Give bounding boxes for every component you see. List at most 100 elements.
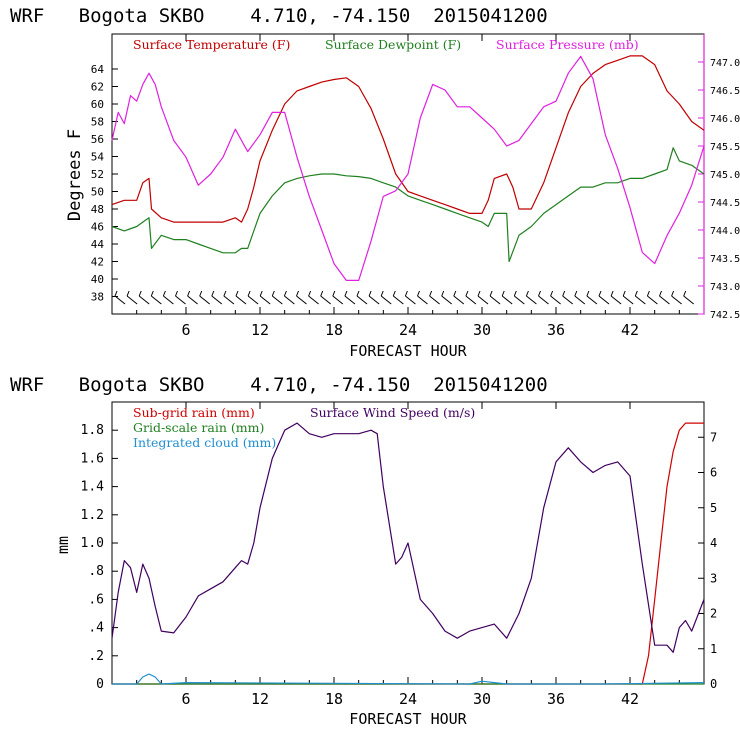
wind-barb-flag [138, 290, 142, 297]
top-x-tick-label: 42 [621, 321, 639, 339]
top-x-tick-label: 18 [325, 321, 343, 339]
wind-barb-flag [235, 290, 239, 297]
top-y-tick-label: 54 [91, 151, 105, 164]
bottom-y-tick-label: .8 [88, 564, 104, 579]
bottom-x-tick-label: 12 [251, 690, 269, 708]
wind-barb-flag [223, 290, 227, 297]
wind-barb-flag [550, 290, 554, 297]
top-y-tick-label: 48 [91, 203, 104, 216]
legend-wind-speed: Surface Wind Speed (m/s) [310, 405, 475, 420]
bottom-x-tick-label: 42 [621, 690, 639, 708]
top-series-surface-pressure [111, 55, 705, 281]
wind-barb-flag [562, 290, 566, 297]
wind-barb [259, 295, 271, 305]
wind-barb-flag [441, 290, 445, 297]
top-x-tick-label: 30 [473, 321, 491, 339]
wind-barb [598, 295, 610, 305]
wind-barb-flag [598, 290, 602, 297]
wind-barb [513, 295, 525, 305]
bottom-y-tick-label: 0 [96, 677, 104, 692]
wind-barb-flag [610, 290, 614, 297]
wind-barb-flag [634, 290, 638, 297]
wind-barb-flag [247, 290, 251, 297]
wind-barb [150, 295, 162, 305]
bottom-chart-title: WRF Bogota SKBO 4.710, -74.150 201504120… [10, 374, 548, 396]
wind-barb [296, 295, 307, 305]
bottom-y-tick-label: 1.2 [81, 508, 104, 523]
top-series-surface-temperature [111, 55, 705, 223]
wind-barb [526, 295, 537, 305]
wind-barb [562, 295, 574, 305]
wind-barb [453, 295, 465, 305]
wind-barb-flag [586, 290, 590, 297]
wind-barb-flag [538, 290, 541, 297]
bottom-y2-tick-label: 6 [710, 466, 717, 480]
wind-barb [356, 295, 368, 305]
bottom-y2-tick-label: 3 [710, 571, 717, 585]
top-chart-title: WRF Bogota SKBO 4.710, -74.150 201504120… [10, 5, 548, 27]
top-y2-tick-label: 742.5 [710, 310, 740, 321]
wind-barb [683, 295, 695, 305]
wind-barb [465, 295, 477, 305]
wind-barb-flag [659, 290, 662, 297]
bottom-y2-tick-label: 2 [710, 607, 717, 621]
wind-barb [235, 295, 247, 305]
top-y-tick-label: 50 [91, 186, 104, 199]
wind-barb [320, 295, 332, 305]
wind-barb-flag [453, 290, 457, 297]
wind-barb-flag [404, 290, 408, 297]
wind-barb-flag [477, 290, 481, 297]
wind-barb [114, 295, 126, 305]
bottom-series-integrated-cloud [112, 673, 705, 685]
top-x-tick-label: 24 [399, 321, 417, 339]
top-y2-tick-label: 746.5 [710, 86, 740, 97]
bottom-x-tick-label: 6 [181, 690, 190, 708]
wind-barb [247, 295, 259, 305]
wind-barb [199, 295, 211, 305]
bottom-y2-tick-label: 0 [710, 677, 717, 691]
top-y-tick-label: 42 [91, 256, 104, 269]
top-series-surface-dewpoint [111, 147, 705, 263]
wind-barb-flag [380, 290, 384, 297]
wind-barb-flag [344, 290, 348, 297]
top-ylabel: Degrees F [65, 129, 85, 221]
bottom-y-tick-label: .6 [88, 592, 104, 607]
wind-barb-flag [320, 290, 324, 297]
wind-barb [634, 295, 646, 305]
wind-barb-flag [211, 290, 215, 297]
wind-barb [211, 295, 223, 305]
top-y2-tick-label: 743.0 [710, 282, 740, 293]
bottom-y2-tick-label: 4 [710, 536, 717, 550]
wind-barb [501, 295, 513, 305]
bottom-xlabel: FORECAST HOUR [349, 710, 467, 728]
wind-barb [574, 295, 586, 305]
top-y2-tick-label: 745.5 [710, 142, 740, 153]
top-x-tick-label: 36 [547, 321, 565, 339]
wind-barb-flag [308, 290, 312, 297]
wind-barb [332, 295, 344, 305]
bottom-series [111, 422, 705, 685]
top-ticks: 6 12 18 24 30 36 42 38 40 42 44 46 48 50 52 54 56 58 60 62 6… [91, 34, 740, 339]
top-y2-tick-label: 744.5 [710, 198, 740, 209]
bottom-y2-tick-label: 7 [710, 430, 717, 444]
wind-barb-flag [465, 290, 469, 297]
wind-barb [489, 295, 501, 305]
top-y2-tick-label: 744.0 [710, 226, 740, 237]
wind-barb [138, 295, 150, 305]
wind-barb-flag [175, 290, 178, 297]
wind-barb [441, 295, 453, 305]
wind-barb-flag [162, 290, 166, 297]
bottom-series-sub-grid-rain [112, 422, 704, 685]
wind-barb-flag [683, 290, 687, 297]
legend-gridscale-rain: Grid-scale rain (mm) [133, 420, 264, 435]
wind-barb [550, 295, 561, 305]
wind-barb-flag [126, 290, 130, 297]
top-y2-tick-label: 743.5 [710, 254, 740, 265]
bottom-x-tick-label: 36 [547, 690, 565, 708]
wind-barbs [114, 290, 695, 305]
wind-barb [368, 295, 380, 305]
top-y-tick-label: 62 [91, 81, 104, 94]
bottom-x-tick-label: 24 [399, 690, 417, 708]
wind-barb [308, 295, 319, 305]
bottom-y-tick-label: .2 [88, 649, 104, 664]
